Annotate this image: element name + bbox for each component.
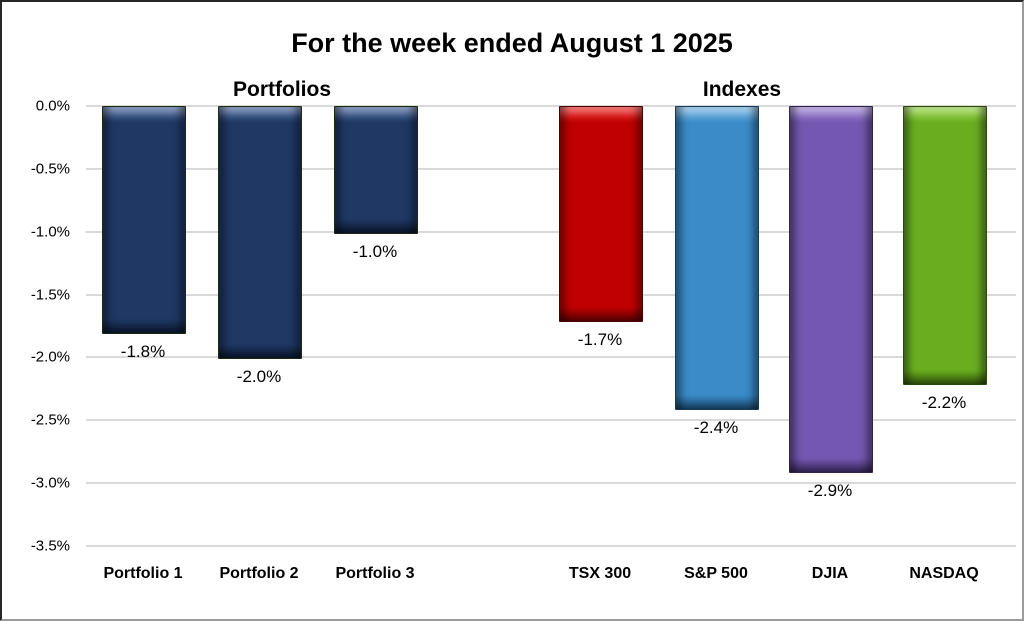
y-axis-tick-label: -1.0%: [30, 223, 70, 241]
x-axis-label: Portfolio 3: [335, 565, 415, 582]
gridline: [86, 105, 1016, 107]
y-axis-tick-label: -2.0%: [30, 348, 70, 366]
bar: [789, 106, 873, 473]
gridline: [86, 356, 1016, 359]
bar-data-label: -1.0%: [352, 241, 398, 261]
bar-data-label: -2.0%: [236, 367, 282, 387]
gridline: [86, 419, 1016, 422]
y-axis-tick-label: -2.5%: [30, 411, 70, 429]
bar-data-label: -1.8%: [120, 342, 166, 362]
x-axis-label: TSX 300: [568, 565, 632, 582]
bar: [334, 106, 418, 234]
bar: [102, 106, 186, 335]
gridline: [86, 544, 1016, 547]
bar-data-label: -2.2%: [921, 392, 967, 412]
bar: [903, 106, 987, 385]
bar-data-label: -1.7%: [577, 329, 623, 349]
bar: [559, 106, 643, 322]
gridline: [86, 482, 1016, 485]
y-axis-tick-label: -0.5%: [30, 160, 70, 178]
y-axis-tick-label: -1.5%: [30, 286, 70, 304]
gridline: [86, 167, 1016, 170]
y-axis-tick-label: -3.5%: [30, 537, 70, 555]
bar: [218, 106, 302, 360]
x-axis-label: NASDAQ: [909, 565, 979, 582]
group-label-indexes: Indexes: [702, 78, 782, 101]
x-axis-label: DJIA: [811, 565, 849, 582]
x-axis-label: S&P 500: [684, 565, 748, 582]
y-axis-tick-label: 0.0%: [35, 97, 70, 115]
gridline: [86, 293, 1016, 296]
bar: [675, 106, 759, 410]
y-axis-tick-label: -3.0%: [30, 474, 70, 492]
x-axis-label: Portfolio 2: [219, 565, 299, 582]
bar-data-label: -2.9%: [807, 480, 853, 500]
bar-data-label: -2.4%: [693, 417, 739, 437]
group-label-portfolios: Portfolios: [233, 78, 331, 101]
chart-title: For the week ended August 1 2025: [291, 28, 733, 58]
gridline: [86, 230, 1016, 233]
x-axis-label: Portfolio 1: [103, 565, 183, 582]
